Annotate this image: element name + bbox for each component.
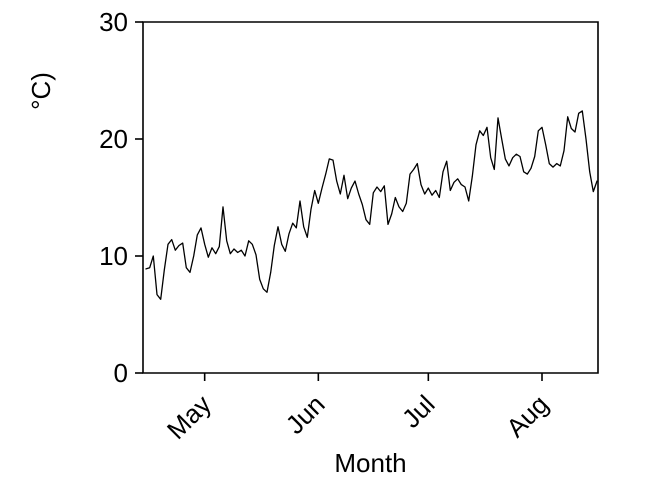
y-axis-tick-label: 20 bbox=[99, 124, 128, 154]
y-axis-tick-label: 10 bbox=[99, 241, 128, 271]
y-axis-tick-label: 30 bbox=[99, 7, 128, 37]
plot-border bbox=[142, 21, 599, 374]
x-axis-tick-label: Aug bbox=[500, 389, 554, 443]
x-axis-tick-label: Jun bbox=[280, 389, 331, 440]
y-axis-title: °C) bbox=[26, 72, 56, 110]
temperature-line bbox=[145, 110, 598, 300]
x-axis-tick-label: Jul bbox=[396, 389, 441, 434]
x-axis-tick-label: May bbox=[161, 389, 217, 445]
y-axis-tick-label: 0 bbox=[114, 358, 128, 388]
x-axis-title: Month bbox=[334, 448, 406, 478]
